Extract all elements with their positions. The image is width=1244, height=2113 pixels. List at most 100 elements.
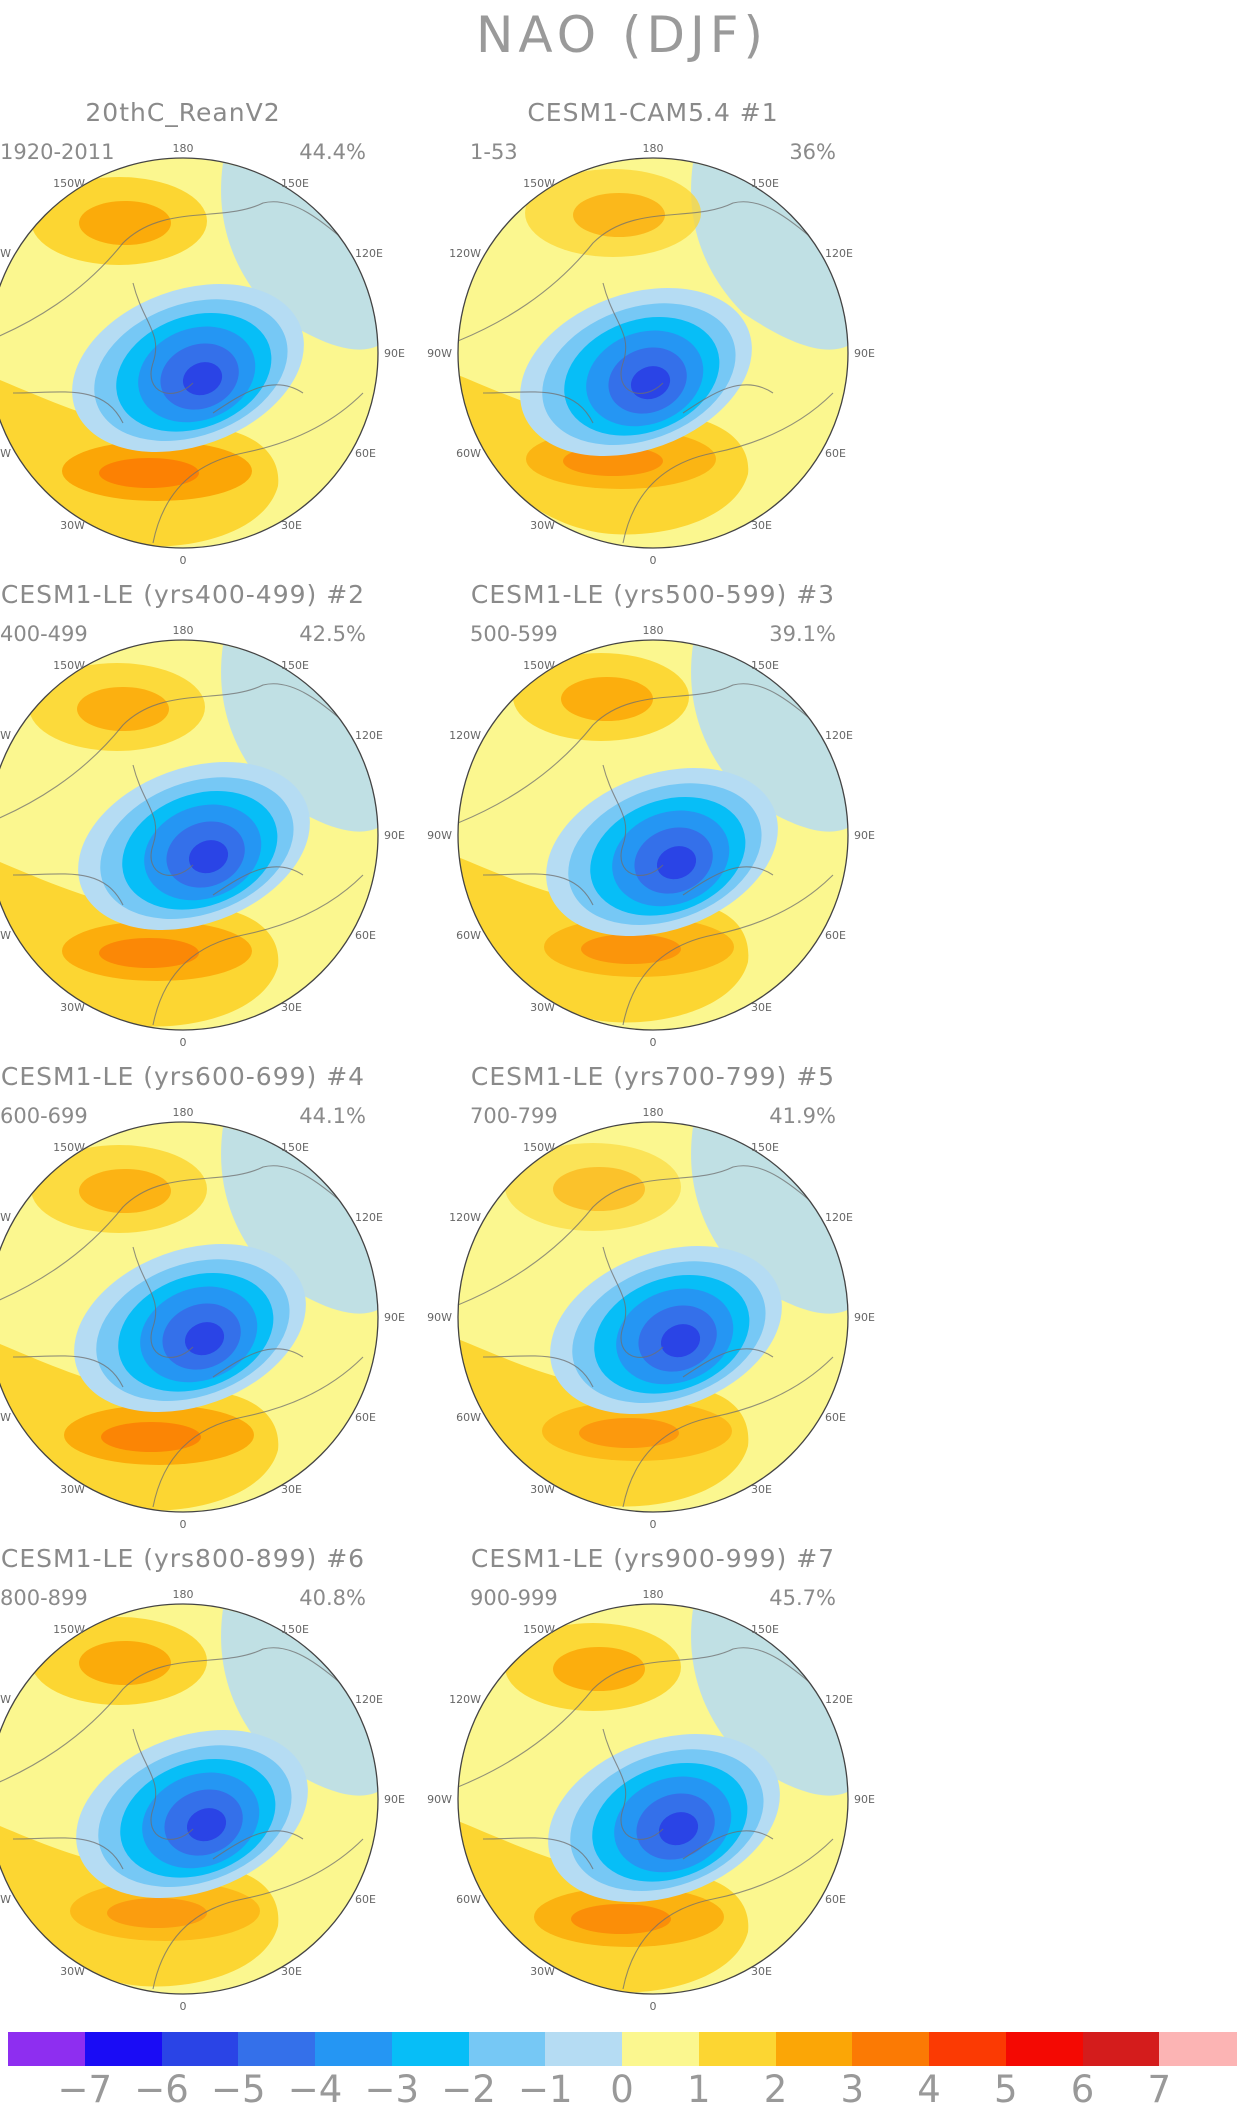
- coastlines: [0, 201, 378, 544]
- longitude-label: 120W: [0, 729, 11, 742]
- contour-field: [0, 158, 378, 548]
- longitude-label: 90E: [384, 347, 405, 360]
- longitude-label: 120E: [355, 1211, 383, 1224]
- contour-field: [458, 1122, 848, 1512]
- colorbar-swatch: [238, 2032, 316, 2066]
- longitude-label: 180: [643, 624, 664, 637]
- colorbar-swatch: [468, 2032, 546, 2066]
- colorbar-tick-label: −6: [134, 2068, 189, 2111]
- panel-variance-percent: 44.1%: [299, 1104, 366, 1128]
- longitude-label: 180: [643, 1588, 664, 1601]
- colorbar-tick-label: −4: [287, 2068, 343, 2111]
- colorbar-tick-label: 1: [686, 2068, 711, 2111]
- longitude-label: 0: [650, 1036, 657, 1049]
- panel-title: CESM1-LE (yrs700-799) #5: [470, 1062, 836, 1091]
- longitude-label: 0: [180, 2000, 187, 2013]
- longitude-label: 150W: [53, 1141, 85, 1154]
- panel-title: CESM1-LE (yrs800-899) #6: [0, 1544, 366, 1573]
- panel-title: CESM1-LE (yrs500-599) #3: [470, 580, 836, 609]
- coastlines: [0, 1647, 378, 1990]
- longitude-label: 60E: [355, 1411, 376, 1424]
- coastlines: [458, 1165, 848, 1508]
- colorbar-tick-label: −3: [364, 2068, 420, 2111]
- longitude-label: 30W: [60, 1001, 85, 1014]
- longitude-label: 60E: [825, 447, 846, 460]
- contour-field: [458, 640, 848, 1030]
- map-panel: CESM1-LE (yrs500-599) #3 500-599 39.1% 180 0…: [427, 580, 875, 1060]
- longitude-label: 60W: [456, 929, 481, 942]
- colorbar-tick-label: −2: [441, 2068, 496, 2111]
- longitude-label: 60E: [355, 929, 376, 942]
- longitude-label: 150W: [53, 177, 85, 190]
- longitude-label: 150E: [751, 1623, 779, 1636]
- map-boundary: [0, 1121, 379, 1513]
- coastlines: [0, 683, 378, 1026]
- map-panel: 20thC_ReanV2 1920-2011 44.4% 180 0 150W 150E 12…: [0, 98, 405, 578]
- longitude-label: 30E: [281, 519, 302, 532]
- panel-period: 800-899: [0, 1586, 88, 1610]
- panel-variance-percent: 44.4%: [299, 140, 366, 164]
- map-panel: CESM1-LE (yrs400-499) #2 400-499 42.5% 180 0…: [0, 580, 405, 1060]
- longitude-label: 60E: [825, 929, 846, 942]
- longitude-label: 0: [180, 1036, 187, 1049]
- colorbar-tick-label: 3: [840, 2068, 865, 2111]
- colorbar-swatch: [545, 2032, 623, 2066]
- colorbar-tick-label: −1: [517, 2068, 573, 2111]
- panel-period: 900-999: [470, 1586, 558, 1610]
- panel-variance-percent: 39.1%: [769, 622, 836, 646]
- longitude-label: 0: [650, 2000, 657, 2013]
- figure-title: NAO (DJF): [476, 6, 768, 64]
- colorbar: [8, 2032, 1237, 2066]
- colorbar-tick-label: 2: [763, 2068, 788, 2111]
- longitude-label: 150E: [751, 659, 779, 672]
- colorbar-swatch: [161, 2032, 239, 2066]
- colorbar-swatch: [8, 2032, 86, 2066]
- longitude-label: 30E: [281, 1965, 302, 1978]
- longitude-label: 90E: [384, 1793, 405, 1806]
- longitude-label: 150W: [53, 659, 85, 672]
- colorbar-swatch: [775, 2032, 853, 2066]
- longitude-label: 90W: [427, 347, 452, 360]
- map-boundary: [0, 1603, 379, 1995]
- longitude-label: 30E: [281, 1483, 302, 1496]
- panel-period: 600-699: [0, 1104, 88, 1128]
- longitude-label: 120E: [355, 729, 383, 742]
- longitude-label: 120E: [825, 247, 853, 260]
- longitude-label: 150E: [281, 1623, 309, 1636]
- longitude-label: 60W: [456, 447, 481, 460]
- panel-title: CESM1-LE (yrs900-999) #7: [470, 1544, 836, 1573]
- longitude-label: 90W: [427, 1793, 452, 1806]
- longitude-label: 60W: [0, 1411, 11, 1424]
- panel-title: 20thC_ReanV2: [85, 98, 281, 127]
- longitude-label: 150E: [281, 1141, 309, 1154]
- longitude-label: 120E: [825, 1693, 853, 1706]
- longitude-label: 30E: [751, 519, 772, 532]
- longitude-label: 150W: [523, 1141, 555, 1154]
- longitude-label: 30W: [60, 1483, 85, 1496]
- longitude-label: 150W: [53, 1623, 85, 1636]
- longitude-label: 90W: [427, 1311, 452, 1324]
- coastlines: [458, 201, 848, 544]
- map-panel: CESM1-LE (yrs900-999) #7 900-999 45.7% 180 0…: [427, 1544, 875, 2024]
- longitude-label: 30W: [530, 1965, 555, 1978]
- colorbar-swatch: [1005, 2032, 1083, 2066]
- longitude-label: 120W: [449, 247, 481, 260]
- panel-variance-percent: 40.8%: [299, 1586, 366, 1610]
- longitude-label: 30E: [281, 1001, 302, 1014]
- colorbar-swatch: [622, 2032, 700, 2066]
- longitude-label: 180: [173, 1588, 194, 1601]
- colorbar-swatch: [1159, 2032, 1237, 2066]
- colorbar-swatch: [852, 2032, 930, 2066]
- longitude-label: 0: [180, 1518, 187, 1531]
- colorbar-swatch: [315, 2032, 393, 2066]
- longitude-label: 150E: [751, 1141, 779, 1154]
- panel-variance-percent: 36%: [789, 140, 836, 164]
- longitude-label: 60E: [355, 447, 376, 460]
- colorbar-swatch: [391, 2032, 469, 2066]
- panel-title: CESM1-LE (yrs600-699) #4: [0, 1062, 366, 1091]
- colorbar-swatch: [698, 2032, 776, 2066]
